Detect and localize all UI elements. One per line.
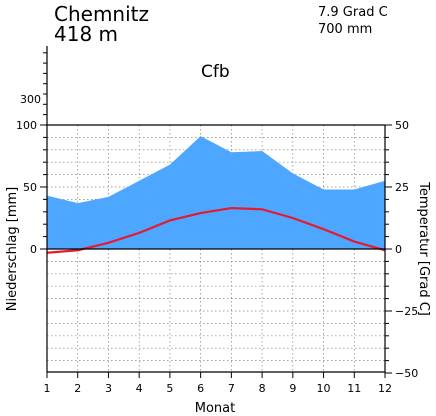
left-tick-label: 0 <box>30 243 37 256</box>
left-tick-label: 100 <box>16 119 37 132</box>
right-tick-label: 50 <box>395 119 409 132</box>
right-tick-label: −50 <box>395 367 418 380</box>
precipitation-area <box>47 136 385 249</box>
mean-temperature: 7.9 Grad C <box>318 5 388 20</box>
x-tick-label: 4 <box>136 382 143 395</box>
left-tick-label-upper: 300 <box>20 93 41 106</box>
x-tick-label: 7 <box>228 382 235 395</box>
x-tick-label: 6 <box>197 382 204 395</box>
y-axis-label-left: Niederschlag [mm] <box>5 187 20 312</box>
left-tick-label: 50 <box>23 181 37 194</box>
x-tick-label: 12 <box>378 382 392 395</box>
station-name: Chemnitz <box>54 2 149 26</box>
x-tick-label: 5 <box>166 382 173 395</box>
right-tick-label: 0 <box>395 243 402 256</box>
x-tick-label: 11 <box>347 382 361 395</box>
right-tick-label: 25 <box>395 181 409 194</box>
x-tick-label: 9 <box>289 382 296 395</box>
x-tick-label: 10 <box>317 382 331 395</box>
right-tick-label: −25 <box>395 305 418 318</box>
temperature-line <box>46 206 386 254</box>
x-tick-label: 1 <box>44 382 51 395</box>
y-axis-label-right: Temperatur [Grad C] <box>416 181 431 316</box>
climate-classification: Cfb <box>201 62 230 82</box>
station-elevation: 418 m <box>54 22 119 46</box>
x-tick-label: 8 <box>259 382 266 395</box>
x-tick-label: 2 <box>74 382 81 395</box>
x-tick-label: 3 <box>105 382 112 395</box>
annual-precipitation: 700 mm <box>318 22 373 37</box>
axes <box>40 46 392 378</box>
x-axis-label: Monat <box>195 401 235 416</box>
